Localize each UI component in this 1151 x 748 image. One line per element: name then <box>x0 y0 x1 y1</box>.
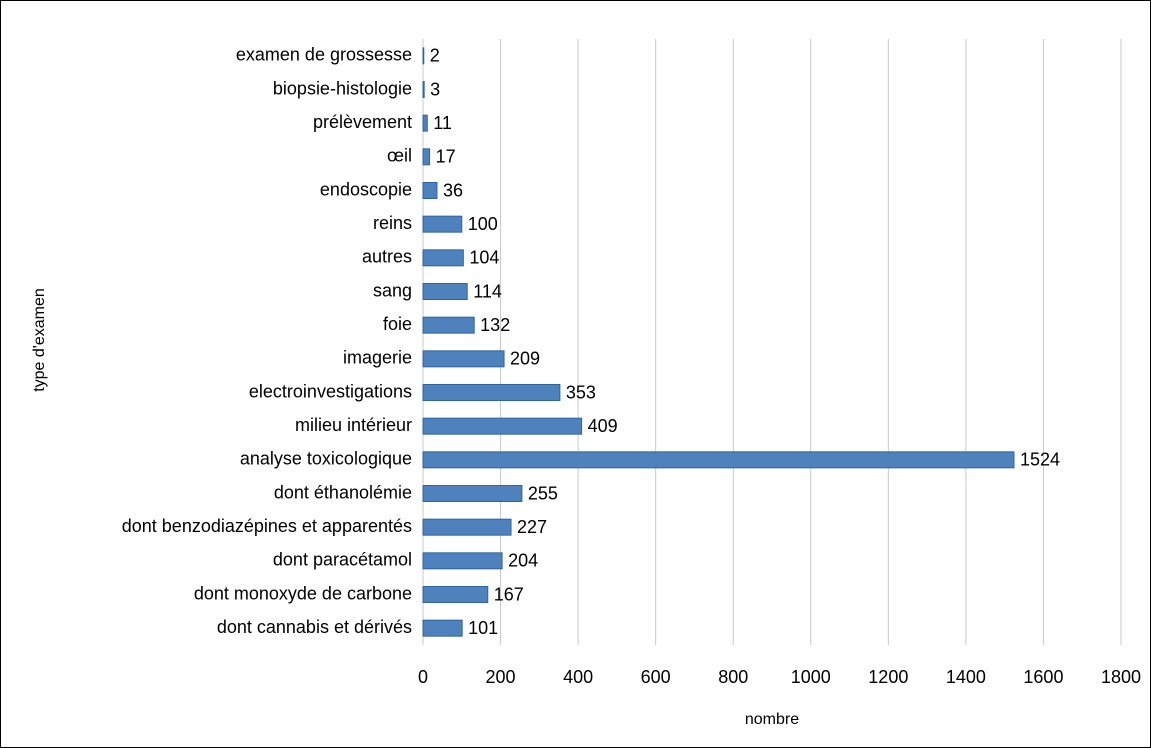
data-label: 100 <box>468 214 498 234</box>
x-axis-label: nombre <box>745 711 799 728</box>
x-tick-label: 800 <box>718 667 748 687</box>
y-tick-label: sang <box>373 280 412 300</box>
data-label: 3 <box>430 79 440 99</box>
data-label: 2 <box>430 46 440 66</box>
bar <box>422 451 1015 469</box>
data-label: 101 <box>468 618 498 638</box>
data-label: 209 <box>510 349 540 369</box>
data-label: 36 <box>443 180 463 200</box>
y-tick-label: examen de grossesse <box>236 45 412 65</box>
y-tick-label: dont éthanolémie <box>274 482 412 502</box>
data-label: 353 <box>566 382 596 402</box>
bar <box>422 283 468 300</box>
bar <box>422 182 438 199</box>
x-tick-label: 0 <box>418 667 428 687</box>
y-tick-label: prélèvement <box>313 112 412 132</box>
bar <box>422 586 489 603</box>
y-tick-label: foie <box>383 314 412 334</box>
bar <box>422 384 561 401</box>
data-label: 167 <box>494 584 524 604</box>
y-tick-label: endoscopie <box>320 179 412 199</box>
y-tick-label: dont cannabis et dérivés <box>217 617 412 637</box>
y-tick-label: œil <box>387 146 412 166</box>
x-tick-label: 1400 <box>946 667 986 687</box>
x-tick-label: 1200 <box>868 667 908 687</box>
bar <box>422 148 431 166</box>
x-tick-label: 600 <box>641 667 671 687</box>
bar <box>422 249 464 267</box>
y-tick-label: imagerie <box>343 348 412 368</box>
bar <box>422 350 505 368</box>
bar <box>422 114 428 132</box>
x-tick-label: 400 <box>563 667 593 687</box>
y-tick-label: dont benzodiazépines et apparentés <box>122 516 412 536</box>
data-label: 132 <box>480 315 510 335</box>
bar <box>422 215 463 233</box>
data-label: 227 <box>517 517 547 537</box>
y-tick-label: milieu intérieur <box>295 415 412 435</box>
data-label: 1524 <box>1020 450 1060 470</box>
x-tick-label: 1000 <box>791 667 831 687</box>
bar <box>422 81 425 98</box>
y-tick-label: analyse toxicologique <box>240 449 412 469</box>
y-tick-label: biopsie-histologie <box>273 78 412 98</box>
data-label: 17 <box>436 147 456 167</box>
x-tick-label: 200 <box>486 667 516 687</box>
x-tick-label: 1800 <box>1101 667 1141 687</box>
bar <box>422 417 583 435</box>
data-label: 204 <box>508 551 538 571</box>
data-label: 409 <box>588 416 618 436</box>
bar <box>422 47 425 65</box>
bar <box>422 518 512 536</box>
y-tick-label: reins <box>373 213 412 233</box>
data-label: 255 <box>528 483 558 503</box>
bar <box>422 552 503 570</box>
data-label: 11 <box>433 113 452 133</box>
data-label: 114 <box>473 281 502 301</box>
y-tick-label: electroinvestigations <box>249 381 412 401</box>
bar <box>422 316 475 334</box>
y-tick-label: dont paracétamol <box>273 550 412 570</box>
y-axis-label: type d'examen <box>31 288 48 392</box>
y-tick-label: autres <box>362 247 412 267</box>
bar <box>422 619 463 637</box>
y-tick-label: dont monoxyde de carbone <box>194 583 412 603</box>
x-tick-label: 1600 <box>1023 667 1063 687</box>
data-label: 104 <box>469 248 499 268</box>
bar <box>422 485 523 502</box>
